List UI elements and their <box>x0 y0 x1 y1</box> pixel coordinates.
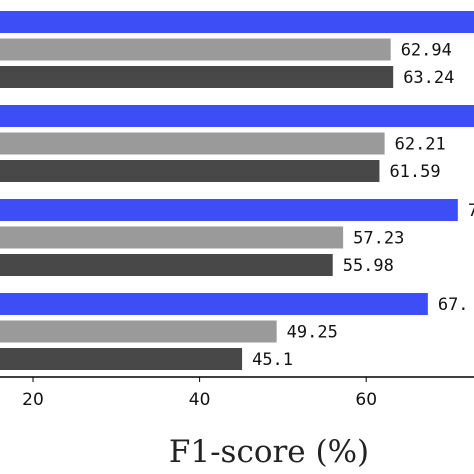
bar-g1-s3 <box>0 66 394 88</box>
value-label-g4-s1: 67. <box>438 295 469 315</box>
bar-g2-s2 <box>0 132 385 155</box>
bar-g1-s2 <box>0 38 391 61</box>
bar-g3-s1 <box>0 199 458 221</box>
value-label-g1-s3: 63.24 <box>403 68 454 88</box>
x-ticks-layer: 20 40 60 <box>22 377 377 410</box>
value-label-g3-s2: 57.23 <box>353 229 404 249</box>
x-tick-label-1: 20 <box>22 390 44 410</box>
bar-g3-s2 <box>0 226 344 249</box>
value-label-g3-s3: 55.98 <box>343 256 394 276</box>
x-tick-label-2: 40 <box>189 390 211 410</box>
bar-g4-s1 <box>0 293 428 315</box>
bar-g2-s1 <box>0 105 474 127</box>
bar-g3-s3 <box>0 254 333 276</box>
x-tick-label-3: 60 <box>355 390 377 410</box>
value-label-g1-s2: 62.94 <box>401 41 452 61</box>
value-label-g3-s1: 7 <box>468 201 474 221</box>
bar-g4-s3 <box>0 348 243 370</box>
bar-g1-s1 <box>0 11 474 33</box>
value-label-g2-s2: 62.21 <box>395 135 446 155</box>
value-label-g4-s3: 45.1 <box>252 350 293 370</box>
bar-g2-s3 <box>0 160 380 182</box>
x-axis-title: F1-score (%) <box>169 434 369 470</box>
bars-layer <box>0 11 474 370</box>
value-label-g2-s3: 61.59 <box>389 162 440 182</box>
value-label-g4-s2: 49.25 <box>287 323 338 343</box>
bar-g4-s2 <box>0 320 277 343</box>
value-labels-layer: 62.94 63.24 62.21 61.59 7 57.23 55.98 67. 49.25 4… <box>252 41 474 371</box>
